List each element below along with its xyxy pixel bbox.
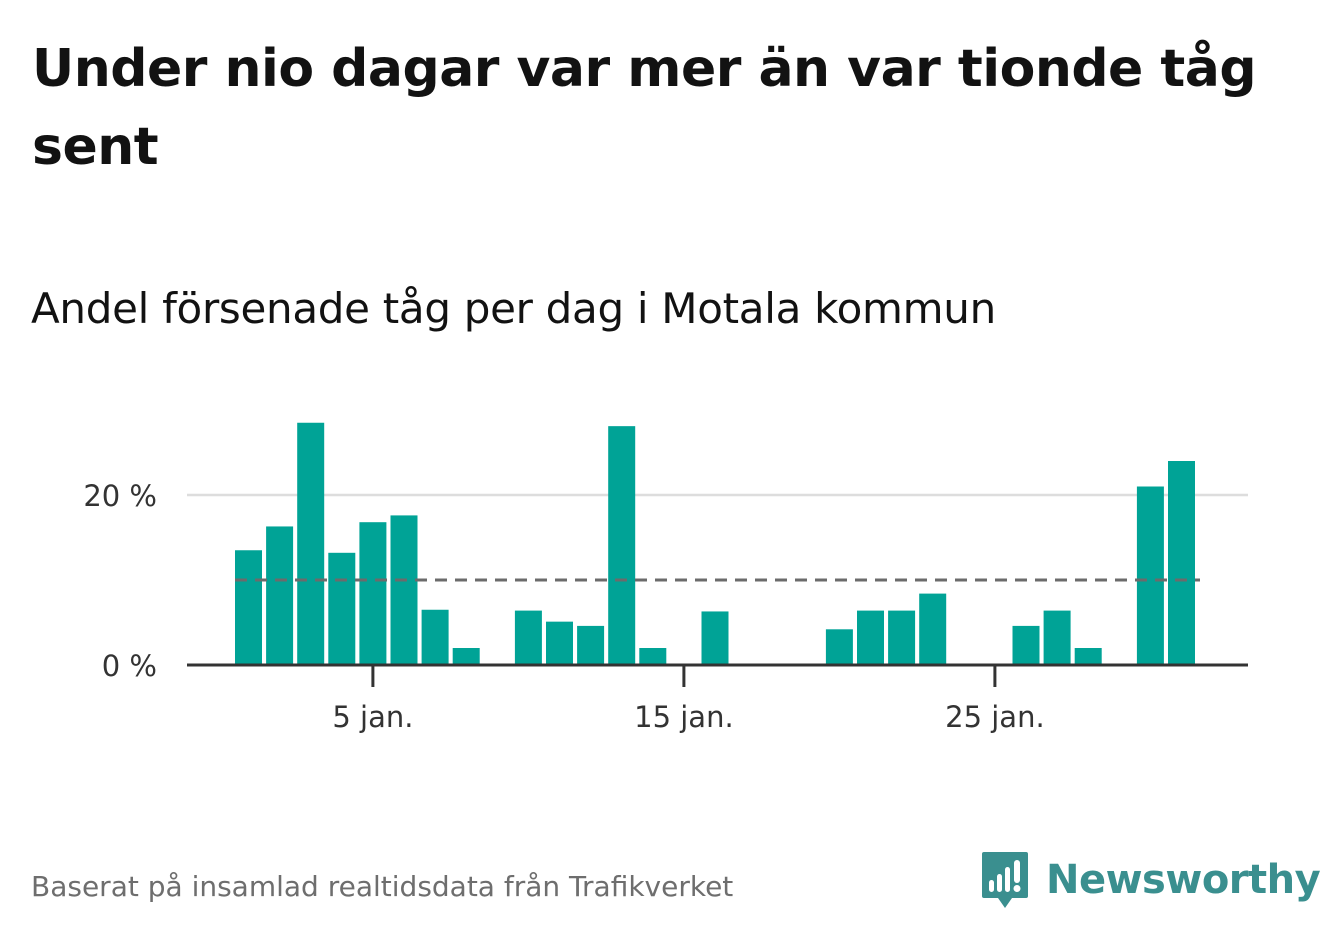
bar-day-6	[390, 515, 418, 665]
bar-day-4	[328, 552, 356, 665]
bar-day-7	[421, 609, 449, 665]
newsworthy-logo-icon	[982, 852, 1028, 908]
bar-day-27	[1043, 610, 1071, 665]
bar-day-8	[452, 648, 480, 665]
x-tick-label: 25 jan.	[945, 700, 1045, 734]
bar-day-31	[1168, 461, 1195, 665]
bar-day-10	[514, 610, 542, 665]
brand: Newsworthy	[980, 848, 1321, 912]
chart-subtitle: Andel försenade tåg per dag i Motala kom…	[31, 284, 996, 333]
bar-day-22	[888, 610, 916, 665]
bar-day-30	[1136, 486, 1164, 665]
source-note: Baserat på insamlad realtidsdata från Tr…	[31, 870, 734, 903]
bar-day-16	[701, 611, 729, 665]
bar-day-20	[825, 629, 853, 665]
bar-day-21	[857, 610, 884, 665]
bar-day-28	[1074, 648, 1102, 665]
x-tick-label: 15 jan.	[634, 700, 734, 734]
bar-day-1	[235, 550, 262, 665]
bar-day-12	[577, 625, 605, 665]
y-tick-label: 20 %	[83, 479, 157, 513]
y-tick-label: 0 %	[102, 649, 157, 683]
bar-day-26	[1012, 625, 1040, 665]
brand-name: Newsworthy	[1046, 857, 1321, 903]
bar-day-3	[297, 422, 325, 665]
bar-day-11	[546, 621, 573, 665]
x-tick-label: 5 jan.	[332, 700, 413, 734]
bar-day-23	[919, 593, 947, 665]
chart-title: Under nio dagar var mer än var tionde tå…	[32, 39, 1257, 177]
bar-day-13	[608, 426, 636, 665]
bar-day-5	[359, 522, 387, 665]
bar-day-14	[639, 648, 667, 665]
bar-day-2	[266, 526, 294, 665]
